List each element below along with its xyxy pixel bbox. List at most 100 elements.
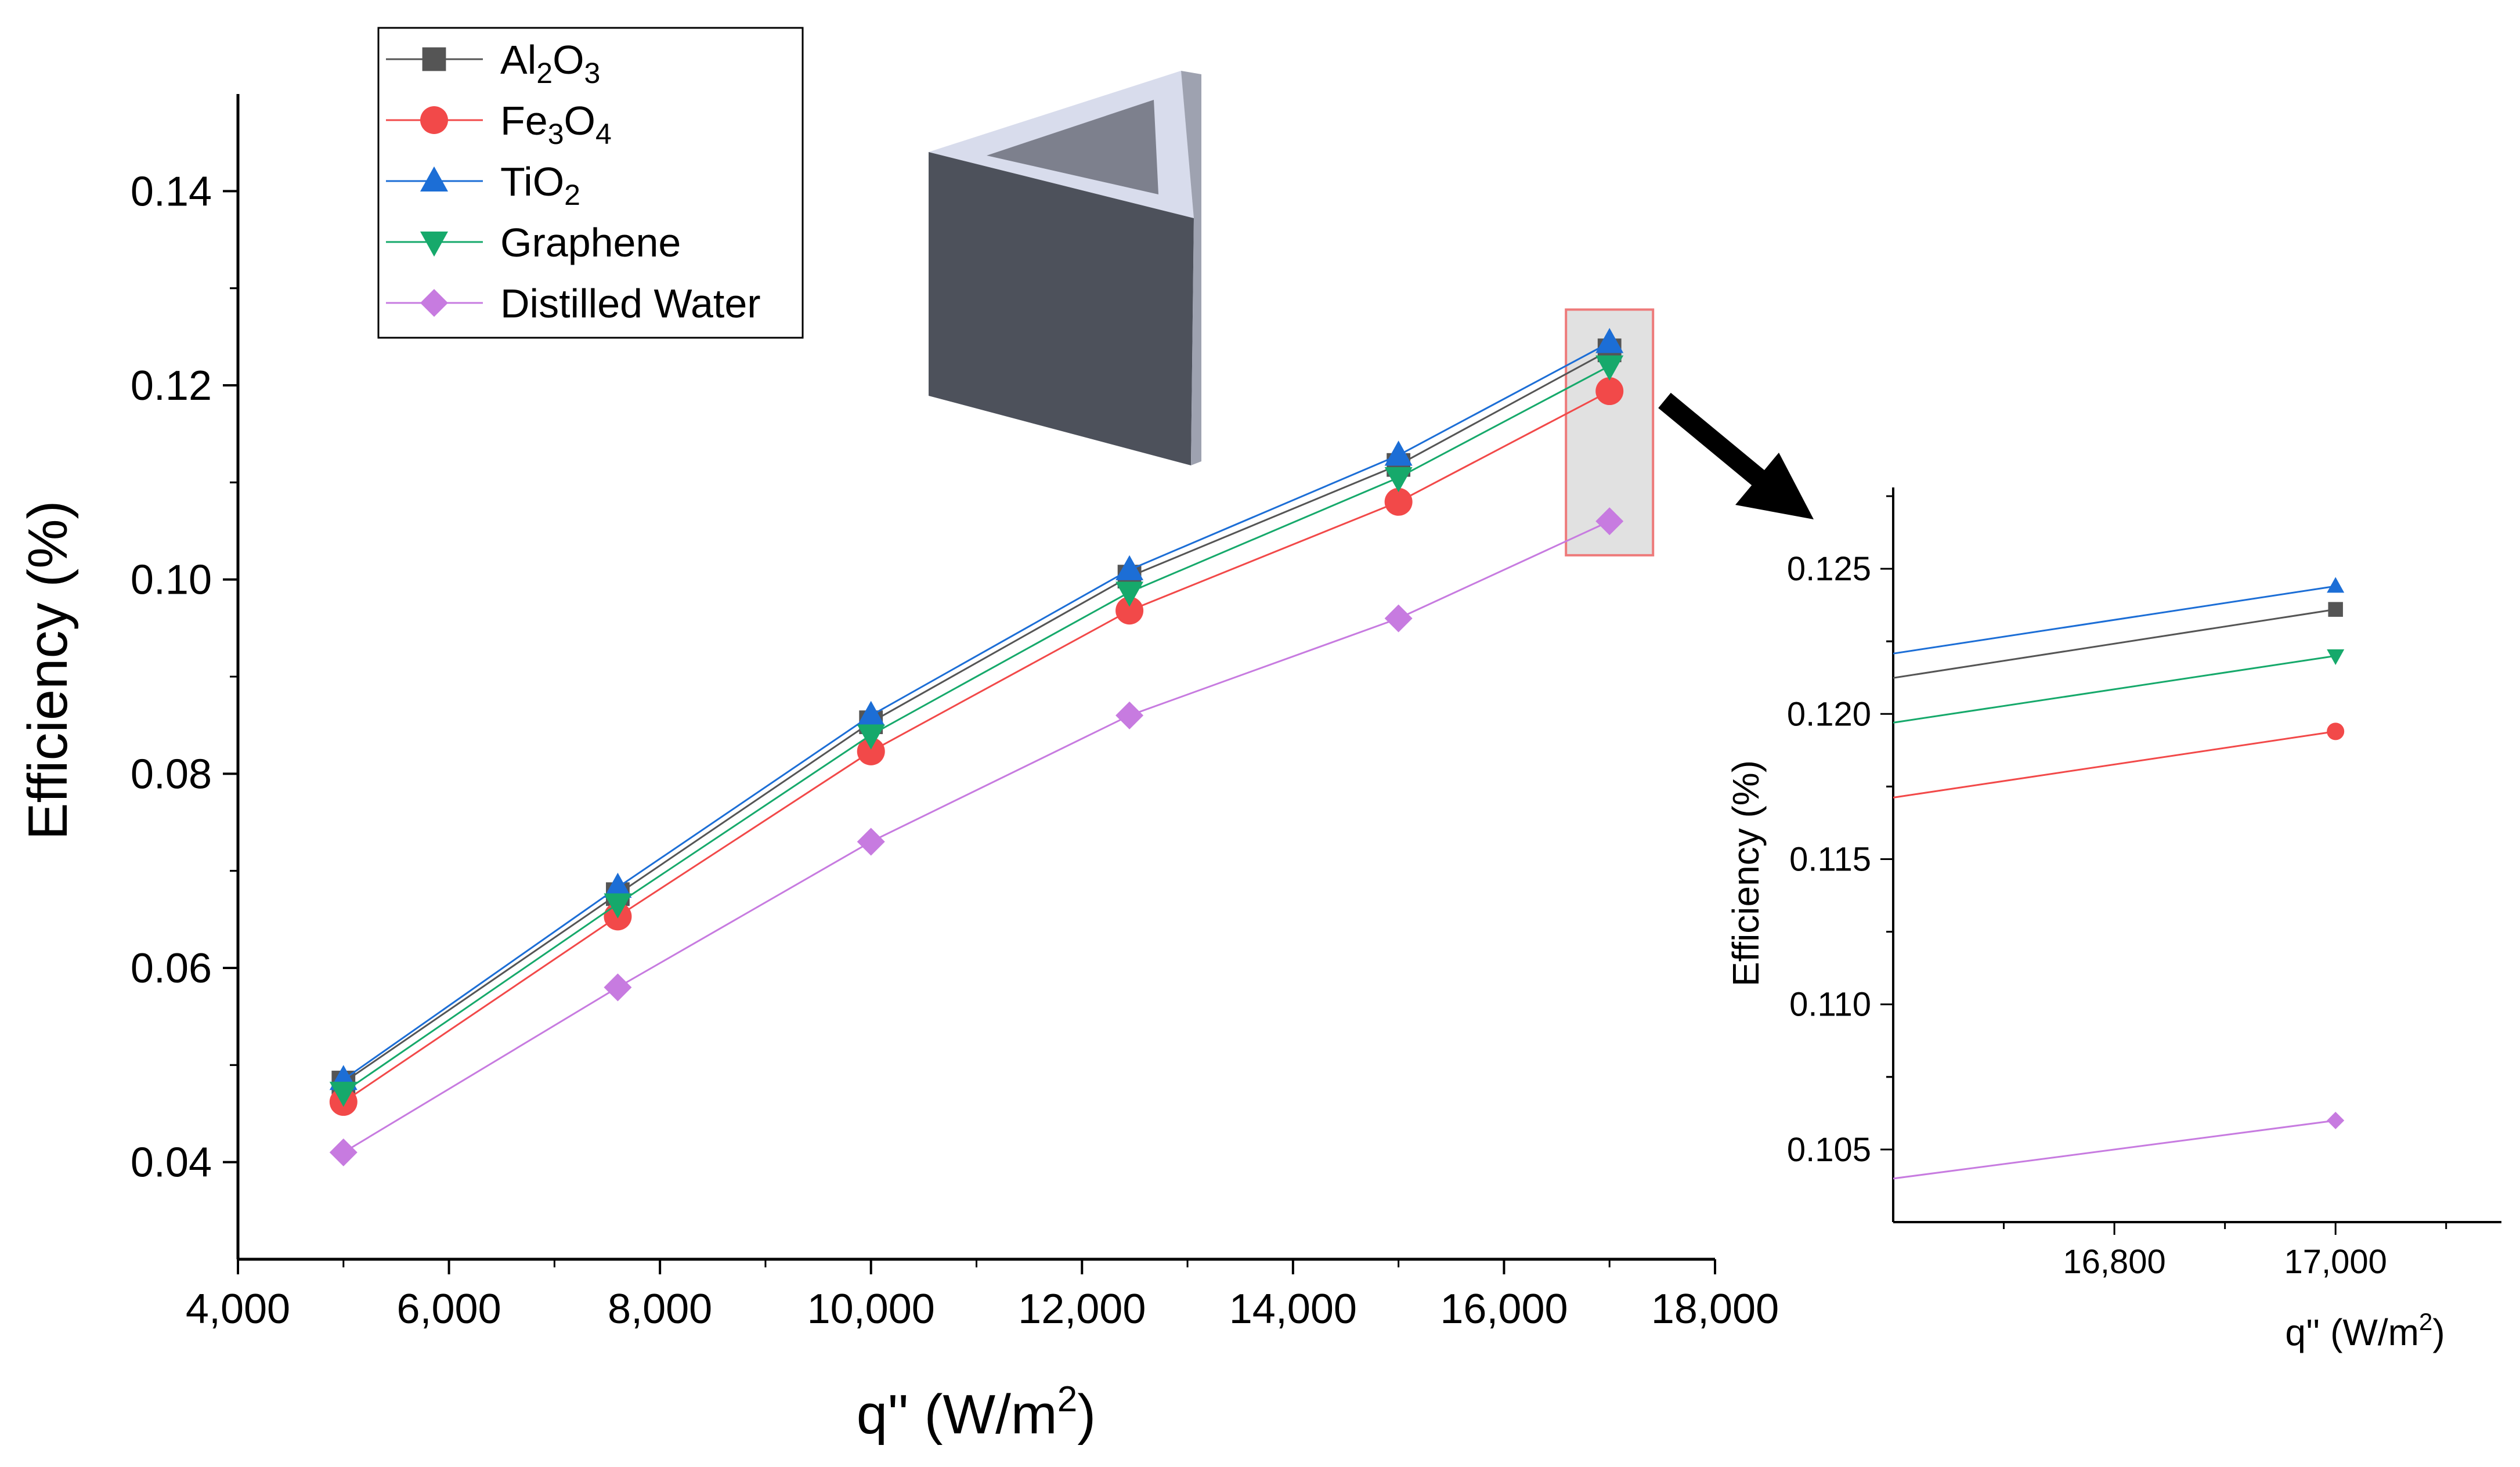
data-point xyxy=(1595,355,1624,381)
inset-data-point xyxy=(2327,722,2345,740)
legend-item: Graphene xyxy=(386,220,681,265)
main-y-tick-label: 0.04 xyxy=(131,1140,212,1186)
inset-y-tick-label: 0.125 xyxy=(1787,550,1871,588)
legend-label: Distilled Water xyxy=(500,281,761,326)
legend-marker xyxy=(422,47,446,71)
data-point xyxy=(857,700,885,726)
inset-series-distilled-water xyxy=(1893,1111,2345,1180)
zoom-pointer-arrow xyxy=(1658,392,1814,519)
data-point xyxy=(329,1138,358,1166)
inset-axes: 16,800 17,000 0.105 0.110 0.115 0.120 0.125 xyxy=(1787,487,2501,1281)
main-plot: 4,000 6,000 8,000 10,000 12,000 14,000 16,000 1… xyxy=(17,94,1779,1446)
inset-x-tick-label: 17,000 xyxy=(2284,1243,2387,1281)
legend-item: Fe3O4 xyxy=(386,98,612,150)
main-y-axis-title: Efficiency (%) xyxy=(17,500,79,840)
main-y-tick-label: 0.12 xyxy=(131,363,212,409)
inset-series-line xyxy=(1893,655,2336,724)
inset-plot: 16,800 17,000 0.105 0.110 0.115 0.120 0.125 Ef… xyxy=(1725,487,2501,1353)
legend-marker xyxy=(420,289,448,317)
data-point xyxy=(1384,487,1413,516)
legend-label: Graphene xyxy=(500,220,681,265)
legend-marker xyxy=(420,232,448,257)
main-x-tick-label: 12,000 xyxy=(1018,1286,1146,1332)
main-x-tick-label: 6,000 xyxy=(396,1286,501,1332)
inset-series xyxy=(1893,577,2345,1180)
prism-front-face xyxy=(929,152,1194,465)
series-al2o3 xyxy=(331,338,1622,1094)
inset-y-axis-title: Efficiency (%) xyxy=(1725,760,1767,987)
inset-x-axis-title: q'' (W/m2) xyxy=(2285,1308,2445,1353)
data-point xyxy=(1384,604,1413,633)
data-point xyxy=(329,1082,358,1107)
series-distilled-water xyxy=(329,507,1624,1166)
inset-series-line xyxy=(1893,608,2336,679)
data-point xyxy=(857,828,885,856)
series-graphene xyxy=(329,355,1624,1107)
main-y-tick-label: 0.10 xyxy=(131,557,212,604)
inset-data-point xyxy=(2328,602,2343,617)
main-y-tick-label: 0.14 xyxy=(131,168,212,215)
main-series xyxy=(329,328,1624,1166)
data-point xyxy=(1595,377,1624,406)
main-x-tick-label: 8,000 xyxy=(608,1286,712,1332)
prism-inner-channel xyxy=(987,100,1158,194)
main-x-tick-label: 18,000 xyxy=(1651,1286,1779,1332)
triangular-channel-illustration xyxy=(929,71,1201,465)
arrow-shaft xyxy=(1658,392,1768,489)
inset-series-line xyxy=(1893,730,2336,798)
data-point xyxy=(1115,701,1144,729)
main-x-tick-label: 4,000 xyxy=(186,1286,290,1332)
legend-label: TiO2 xyxy=(500,159,580,211)
inset-x-tick-label: 16,800 xyxy=(2063,1243,2165,1281)
series-fe3o4 xyxy=(329,377,1624,1116)
data-point xyxy=(1115,581,1144,607)
data-point xyxy=(604,893,632,919)
main-y-tick-label: 0.08 xyxy=(131,751,212,797)
series-line xyxy=(342,365,1610,1093)
inset-y-tick-label: 0.115 xyxy=(1789,841,1871,879)
data-point xyxy=(1115,555,1144,580)
inset-y-tick-label: 0.105 xyxy=(1787,1131,1871,1169)
inset-series-line xyxy=(1893,585,2336,655)
series-line xyxy=(343,520,1610,1154)
inset-data-point xyxy=(2327,1111,2345,1129)
data-point xyxy=(1384,440,1413,466)
data-point xyxy=(1595,328,1624,353)
inset-data-point xyxy=(2327,577,2345,593)
main-x-tick-label: 16,000 xyxy=(1440,1286,1568,1332)
legend-item: TiO2 xyxy=(386,159,580,211)
inset-series-line xyxy=(1893,1119,2336,1180)
arrow-head xyxy=(1735,453,1814,519)
series-line xyxy=(342,349,1610,1083)
legend-item: Distilled Water xyxy=(386,281,761,326)
legend-label: Fe3O4 xyxy=(500,98,612,150)
main-y-tick-label: 0.06 xyxy=(131,945,212,992)
series-tio2 xyxy=(329,328,1624,1090)
data-point xyxy=(604,973,632,1002)
prism-side-face xyxy=(1181,71,1201,465)
legend-marker xyxy=(420,166,448,191)
series-line xyxy=(342,342,1610,1081)
main-x-tick-label: 10,000 xyxy=(807,1286,935,1332)
legend: Al2O3 Fe3O4 TiO2 Graphene Distilled Water xyxy=(377,27,804,339)
inset-series-al2o3 xyxy=(1893,602,2343,679)
series-line xyxy=(342,390,1610,1103)
inset-y-tick-label: 0.110 xyxy=(1789,986,1871,1024)
legend-box xyxy=(377,27,804,339)
data-point xyxy=(1595,507,1624,536)
data-point xyxy=(857,737,885,765)
legend-label: Al2O3 xyxy=(500,37,600,89)
main-x-axis-title: q'' (W/m2) xyxy=(857,1379,1096,1446)
main-x-tick-label: 14,000 xyxy=(1229,1286,1357,1332)
legend-item: Al2O3 xyxy=(386,37,600,89)
data-point xyxy=(604,872,632,898)
data-point xyxy=(1384,467,1413,493)
inset-y-tick-label: 0.120 xyxy=(1787,695,1871,733)
inset-series-tio2 xyxy=(1893,577,2345,655)
inset-series-graphene xyxy=(1893,649,2345,724)
inset-data-point xyxy=(2327,649,2345,665)
main-axes: 4,000 6,000 8,000 10,000 12,000 14,000 16,000 1… xyxy=(131,94,1779,1332)
data-point xyxy=(857,724,885,750)
inset-series-fe3o4 xyxy=(1893,722,2345,798)
